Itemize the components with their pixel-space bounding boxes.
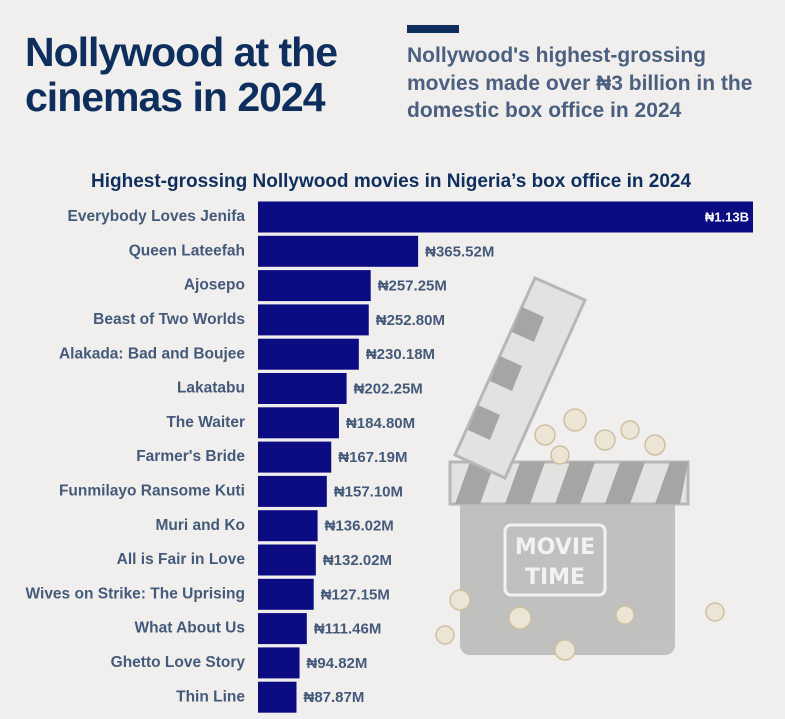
bar — [258, 304, 369, 336]
bar — [258, 270, 371, 302]
category-label: All is Fair in Love — [117, 551, 246, 568]
bar — [258, 475, 327, 507]
category-label: Lakatabu — [177, 380, 245, 397]
page-subtitle: Nollywood's highest-grossing movies made… — [407, 44, 753, 122]
bar — [258, 235, 419, 267]
value-label: ₦132.02M — [323, 552, 392, 569]
value-label: ₦111.46M — [314, 621, 382, 638]
bar — [258, 578, 314, 610]
category-label: Beast of Two Worlds — [93, 311, 245, 328]
bar — [258, 613, 307, 645]
bar — [258, 201, 753, 233]
category-label: Funmilayo Ransome Kuti — [59, 482, 245, 499]
page-title: Nollywood at the cinemas in 2024 — [25, 29, 338, 120]
bar — [258, 647, 300, 679]
bar — [258, 407, 339, 439]
category-label: The Waiter — [166, 414, 245, 431]
bar — [258, 544, 316, 576]
value-label: ₦184.80M — [346, 415, 415, 432]
category-label: Thin Line — [176, 688, 245, 705]
value-label: ₦94.82M — [307, 655, 368, 672]
bar — [258, 681, 297, 713]
value-label: ₦136.02M — [325, 518, 394, 535]
category-label: Queen Lateefah — [129, 242, 245, 259]
value-label: ₦167.19M — [338, 449, 407, 466]
category-label: Ajosepo — [184, 277, 245, 294]
svg-text:TIME: TIME — [525, 565, 585, 590]
category-label: Everybody Loves Jenifa — [68, 208, 246, 225]
svg-text:MOVIE: MOVIE — [515, 535, 595, 560]
category-label: Alakada: Bad and Boujee — [59, 345, 245, 362]
category-label: Wives on Strike: The Uprising — [26, 585, 245, 602]
value-label: ₦127.15M — [321, 586, 390, 603]
value-label: ₦202.25M — [354, 380, 423, 397]
value-label: ₦230.18M — [366, 346, 435, 363]
accent-bar — [407, 25, 459, 33]
value-label: ₦1.13B — [705, 209, 749, 224]
clapperboard-illustration: MOVIE TIME — [435, 276, 725, 661]
chart-title: Highest-grossing Nollywood movies in Nig… — [91, 171, 691, 192]
value-label: ₦365.52M — [425, 243, 494, 260]
value-label: ₦252.80M — [376, 312, 445, 329]
value-label: ₦157.10M — [334, 483, 403, 500]
bar — [258, 373, 347, 404]
category-label: What About Us — [135, 620, 246, 637]
category-label: Farmer's Bride — [136, 448, 245, 465]
category-label: Muri and Ko — [155, 517, 245, 534]
value-label: ₦87.87M — [303, 689, 364, 706]
value-label: ₦257.25M — [378, 278, 447, 295]
bar — [258, 338, 359, 370]
category-label: Ghetto Love Story — [111, 654, 246, 671]
bar — [258, 441, 332, 473]
bar — [258, 510, 318, 542]
